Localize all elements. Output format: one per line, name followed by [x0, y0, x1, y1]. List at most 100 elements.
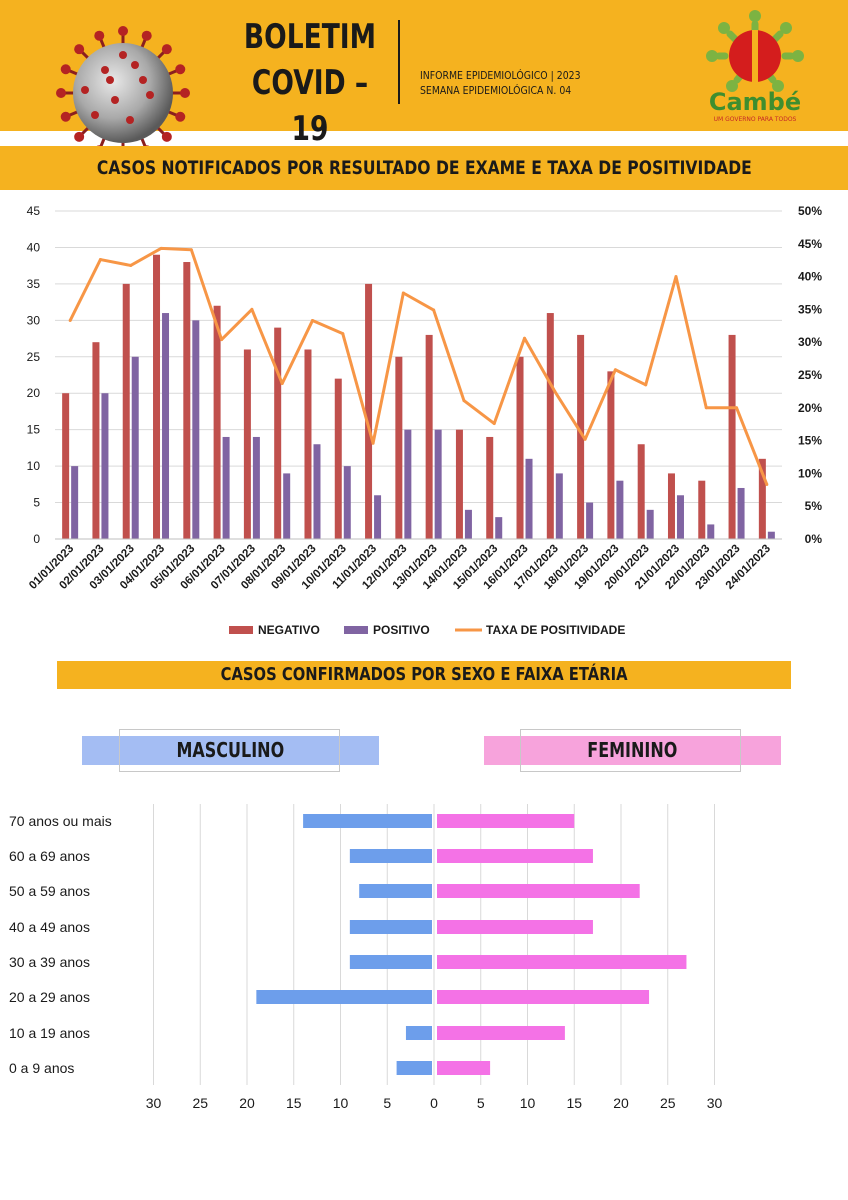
x-tick-label: 30 [146, 1095, 162, 1111]
bar-negativo [516, 356, 524, 539]
bar-masculino [256, 990, 432, 1004]
virus-protein [91, 111, 99, 119]
x-tick-label: 15 [566, 1095, 582, 1111]
virus-protein [106, 76, 114, 84]
notified-cases-chart: 0 5 10 15 20 25 30 35 40 45 0% 5% 10% 15% 20% 25% 30% 35%… [27, 204, 823, 637]
bar-positivo [283, 473, 291, 539]
bar-positivo [737, 487, 745, 539]
bar-positivo [313, 444, 321, 539]
bar-negativo [637, 444, 645, 539]
bar-feminino [437, 884, 640, 898]
feminino-label: FEMININO [587, 738, 678, 762]
point-taxa [735, 406, 739, 410]
bar-positivo [192, 320, 200, 539]
bar-negativo [365, 283, 373, 539]
logo-slogan: UM GOVERNO PARA TODOS [714, 116, 797, 123]
bar-positivo [767, 531, 775, 539]
bar-positivo [707, 524, 715, 539]
point-taxa [583, 437, 587, 441]
bar-feminino [437, 920, 593, 934]
section-title-2: CASOS CONFIRMADOS POR SEXO E FAIXA ETÁRI… [220, 664, 628, 685]
x-tick-label: 30 [707, 1095, 723, 1111]
y2-tick-label: 15% [798, 434, 822, 448]
virus-protein [101, 66, 109, 74]
masculino-label: MASCULINO [176, 738, 285, 762]
logo-name: Cambé [709, 88, 801, 116]
bar-negativo [698, 480, 706, 539]
virus-spike-head [161, 131, 172, 142]
point-taxa [553, 389, 557, 393]
section-title-bar-1: CASOS NOTIFICADOS POR RESULTADO DE EXAME… [0, 146, 848, 190]
bar-negativo [395, 356, 403, 539]
bar-positivo [101, 393, 109, 539]
point-taxa [704, 406, 708, 410]
bar-negativo [243, 349, 251, 539]
bar-feminino [437, 849, 593, 863]
bulletin-info: INFORME EPIDEMIOLÓGICO | 2023 SEMANA EPI… [420, 68, 581, 98]
bar-negativo [213, 305, 221, 539]
point-taxa [98, 258, 102, 262]
bar-positivo [646, 509, 654, 539]
virus-spike-head [60, 111, 71, 122]
header-banner: BOLETIM COVID – 19 INFORME EPIDEMIOLÓGIC… [0, 0, 848, 160]
point-taxa [371, 441, 375, 445]
y-tick-label: 30 [27, 313, 41, 327]
y2-tick-label: 0% [805, 532, 823, 546]
bar-negativo [153, 254, 161, 539]
y-tick-label: 45 [27, 204, 41, 218]
bar-negativo [274, 327, 282, 539]
bar-positivo [616, 480, 624, 539]
age-group-label: 50 a 59 anos [9, 883, 90, 899]
point-taxa [674, 275, 678, 279]
virus-protein [111, 96, 119, 104]
bar-negativo [122, 283, 130, 539]
bar-negativo [577, 334, 585, 539]
bar-negativo [546, 313, 554, 539]
x-tick-label: 5 [383, 1095, 391, 1111]
y2-tick-label: 5% [805, 499, 823, 513]
point-taxa [220, 338, 224, 342]
virus-protein [139, 76, 147, 84]
bar-feminino [437, 955, 687, 969]
bar-positivo [464, 509, 472, 539]
point-taxa [462, 399, 466, 403]
point-taxa [492, 422, 496, 426]
bar-negativo [62, 393, 70, 539]
virus-spike-head [175, 111, 186, 122]
bar-negativo [667, 473, 675, 539]
bar-feminino [437, 814, 575, 828]
point-taxa [523, 336, 527, 340]
feminino-frame [520, 729, 741, 772]
y-tick-label: 5 [33, 496, 40, 510]
bar-masculino [359, 884, 432, 898]
bar-negativo [455, 429, 463, 539]
virus-spike-head [74, 44, 85, 55]
bar-feminino [437, 1061, 491, 1075]
bar-masculino [349, 920, 432, 934]
bar-negativo [92, 342, 100, 539]
bar-negativo [304, 349, 312, 539]
y2-tick-label: 10% [798, 466, 822, 480]
y-tick-label: 40 [27, 240, 41, 254]
bar-masculino [349, 849, 432, 863]
info-line-2: SEMANA EPIDEMIOLÓGICA N. 04 [420, 84, 572, 97]
virus-spike-head [161, 44, 172, 55]
x-tick-label: 20 [239, 1095, 255, 1111]
legend-label-negativo: NEGATIVO [258, 623, 320, 637]
point-taxa [432, 308, 436, 312]
age-group-label: 0 a 9 anos [9, 1060, 74, 1076]
age-sex-pyramid-chart: 30 25 20 15 10 5 0 5 10 15 20 25 30 70 anos ou mais 60… [9, 804, 723, 1111]
age-group-label: 40 a 49 anos [9, 919, 90, 935]
legend-label-taxa: TAXA DE POSITIVIDADE [486, 623, 625, 637]
section-title-bar-2: CASOS CONFIRMADOS POR SEXO E FAIXA ETÁRI… [57, 661, 791, 689]
virus-spike-head [94, 30, 105, 41]
point-taxa [613, 368, 617, 372]
x-tick-label: 0 [430, 1095, 438, 1111]
bulletin-title: BOLETIM COVID – 19 [225, 14, 395, 152]
y2-tick-label: 40% [798, 270, 822, 284]
virus-spike-head [56, 88, 66, 98]
point-taxa [765, 483, 769, 487]
y-tick-label: 25 [27, 350, 41, 364]
virus-spike-head [60, 64, 71, 75]
x-tick-label: 5 [477, 1095, 485, 1111]
